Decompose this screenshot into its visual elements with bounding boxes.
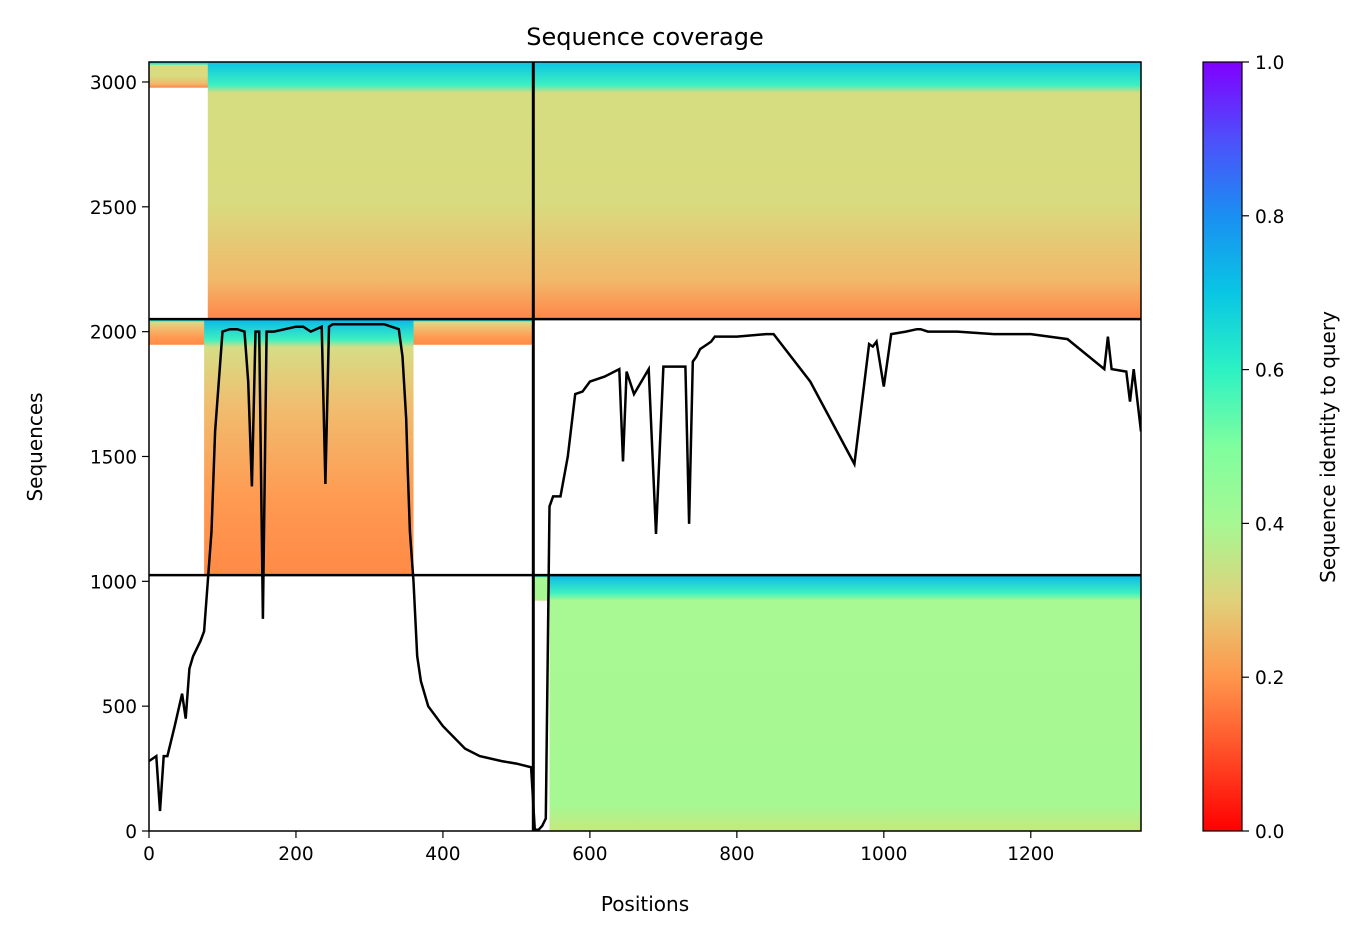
x-tick-label: 400 (425, 844, 460, 865)
colorbar (1202, 61, 1243, 832)
colorbar-tick-label: 0.6 (1255, 361, 1284, 382)
y-tick-label: 2500 (90, 198, 137, 219)
y-tick-label: 1500 (90, 447, 137, 468)
y-tick-label: 2000 (90, 323, 137, 344)
x-axis: 0 200 400 600 800 1000 1200 (143, 831, 1054, 865)
colorbar-tick-label: 1.0 (1255, 53, 1284, 74)
x-tick-label: 200 (278, 844, 313, 865)
colorbar-tick-label: 0.2 (1255, 668, 1284, 689)
plot-frame (148, 61, 1142, 832)
y-axis-label: Sequences (23, 392, 47, 501)
y-axis: 0 500 1000 1500 2000 2500 3000 (90, 73, 149, 843)
msa-block-chain-2-only (549, 575, 1141, 831)
y-tick-label: 1000 (90, 572, 137, 593)
coverage-line (149, 322, 1141, 831)
x-tick-label: 800 (719, 844, 754, 865)
colorbar-tick-label: 0.4 (1255, 514, 1284, 535)
block-separators (149, 62, 1141, 831)
y-tick-label: 0 (125, 822, 137, 843)
y-tick-label: 3000 (90, 73, 137, 94)
x-tick-label: 1200 (1007, 844, 1054, 865)
msa-block-paired (207, 62, 1141, 320)
x-tick-label: 0 (143, 844, 155, 865)
chart-title: Sequence coverage (526, 23, 763, 51)
msa-blocks (149, 62, 1141, 831)
y-tick-label: 500 (102, 697, 137, 718)
msa-block-chain-1-only (204, 319, 414, 576)
plot-area (149, 62, 1141, 831)
colorbar-tick-label: 0.8 (1255, 207, 1284, 228)
colorbar-tick-label: 0.0 (1255, 822, 1284, 843)
x-axis-label: Positions (601, 892, 689, 916)
x-tick-label: 600 (572, 844, 607, 865)
colorbar-ticks: 0.0 0.2 0.4 0.6 0.8 1.0 (1242, 53, 1284, 843)
x-tick-label: 1000 (860, 844, 907, 865)
colorbar-label: Sequence identity to query (1316, 311, 1340, 583)
